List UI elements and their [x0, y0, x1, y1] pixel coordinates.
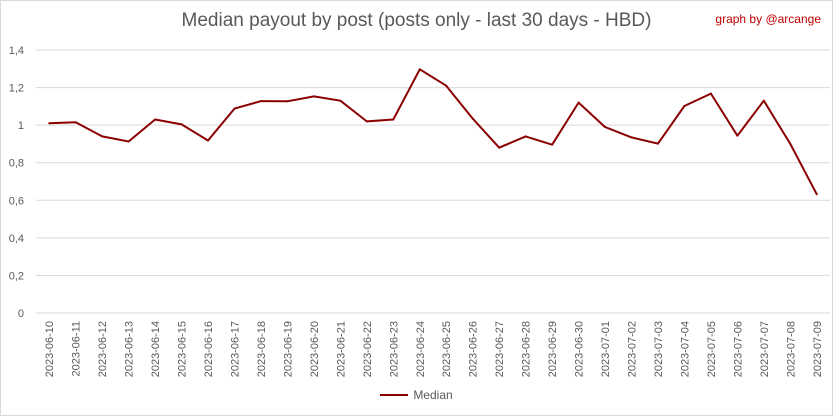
- x-tick-label: 2023-06-17: [230, 321, 242, 377]
- data-point: [127, 140, 130, 143]
- x-tick-label: 2023-06-24: [415, 321, 427, 377]
- data-point: [762, 99, 765, 102]
- data-point: [392, 118, 395, 121]
- data-point: [683, 104, 686, 107]
- y-tick-label: 0: [18, 308, 24, 320]
- data-point: [48, 122, 51, 125]
- x-tick-label: 2023-06-12: [97, 321, 109, 377]
- x-tick-label: 2023-07-06: [732, 321, 744, 377]
- data-point: [286, 100, 289, 103]
- data-point: [154, 118, 157, 121]
- data-point: [789, 142, 792, 145]
- x-tick-label: 2023-06-16: [203, 321, 215, 377]
- series-line-median: [49, 68, 818, 195]
- data-point: [445, 84, 448, 87]
- data-point: [736, 134, 739, 137]
- x-tick-label: 2023-07-04: [679, 321, 691, 377]
- x-tick-label: 2023-07-01: [600, 321, 612, 377]
- x-tick-label: 2023-07-07: [759, 321, 771, 377]
- x-tick-label: 2023-06-19: [282, 321, 294, 377]
- data-point: [312, 95, 315, 98]
- chart-title: Median payout by post (posts only - last…: [181, 10, 652, 31]
- x-tick-label: 2023-06-11: [71, 321, 83, 376]
- data-point: [74, 121, 77, 124]
- data-point: [365, 120, 368, 123]
- y-tick-label: 1,2: [9, 83, 24, 95]
- data-point: [180, 123, 183, 126]
- x-tick-label: 2023-07-02: [627, 321, 639, 377]
- data-point: [339, 99, 342, 102]
- x-tick-label: 2023-06-26: [468, 321, 480, 377]
- x-tick-label: 2023-06-28: [521, 321, 533, 377]
- x-tick-label: 2023-06-30: [574, 321, 586, 377]
- data-point: [498, 146, 501, 149]
- x-tick-label: 2023-06-14: [150, 321, 162, 377]
- x-tick-label: 2023-06-10: [44, 321, 56, 377]
- gridlines: [36, 49, 830, 314]
- data-point: [259, 100, 262, 103]
- data-point: [524, 135, 527, 138]
- x-tick-label: 2023-07-05: [706, 321, 718, 377]
- x-tick-label: 2023-06-22: [362, 321, 374, 377]
- x-tick-label: 2023-06-13: [124, 321, 136, 377]
- y-tick-label: 0,2: [9, 270, 24, 282]
- x-axis-tick-labels: 2023-06-10 2023-06-11 2023-06-12 2023-06-13…: [44, 321, 824, 377]
- x-tick-label: 2023-07-03: [653, 321, 665, 377]
- x-tick-label: 2023-06-23: [388, 321, 400, 377]
- x-tick-label: 2023-06-27: [494, 321, 506, 377]
- y-tick-label: 0,4: [9, 233, 24, 245]
- x-tick-label: 2023-06-15: [177, 321, 189, 377]
- data-point: [709, 92, 712, 95]
- x-tick-label: 2023-06-21: [335, 321, 347, 377]
- data-point: [418, 68, 421, 71]
- data-point: [656, 142, 659, 145]
- data-point: [577, 101, 580, 104]
- legend-label-median: Median: [413, 388, 453, 402]
- y-tick-label: 0,6: [9, 195, 24, 207]
- x-tick-label: 2023-06-29: [547, 321, 559, 377]
- data-point: [630, 136, 633, 139]
- series-median: [48, 68, 818, 196]
- y-tick-label: 1: [18, 120, 24, 132]
- data-point: [604, 126, 607, 129]
- x-tick-label: 2023-06-25: [441, 321, 453, 377]
- data-point: [471, 117, 474, 120]
- x-tick-label: 2023-06-18: [256, 321, 268, 377]
- legend: Median: [1, 388, 832, 402]
- data-point: [207, 139, 210, 142]
- y-axis-tick-labels: 0 0,2 0,4 0,6 0,8 1 1,2 1,4: [9, 45, 24, 320]
- data-point: [551, 143, 554, 146]
- y-tick-label: 1,4: [9, 45, 24, 57]
- credit-label: graph by @arcange: [715, 12, 821, 26]
- x-tick-label: 2023-07-08: [785, 321, 797, 377]
- data-point: [815, 193, 818, 196]
- x-tick-label: 2023-06-20: [309, 321, 321, 377]
- data-point: [233, 107, 236, 110]
- y-tick-label: 0,8: [9, 158, 24, 170]
- x-tick-label: 2023-07-09: [812, 321, 824, 377]
- data-point: [101, 135, 104, 138]
- legend-swatch-median: [380, 394, 409, 396]
